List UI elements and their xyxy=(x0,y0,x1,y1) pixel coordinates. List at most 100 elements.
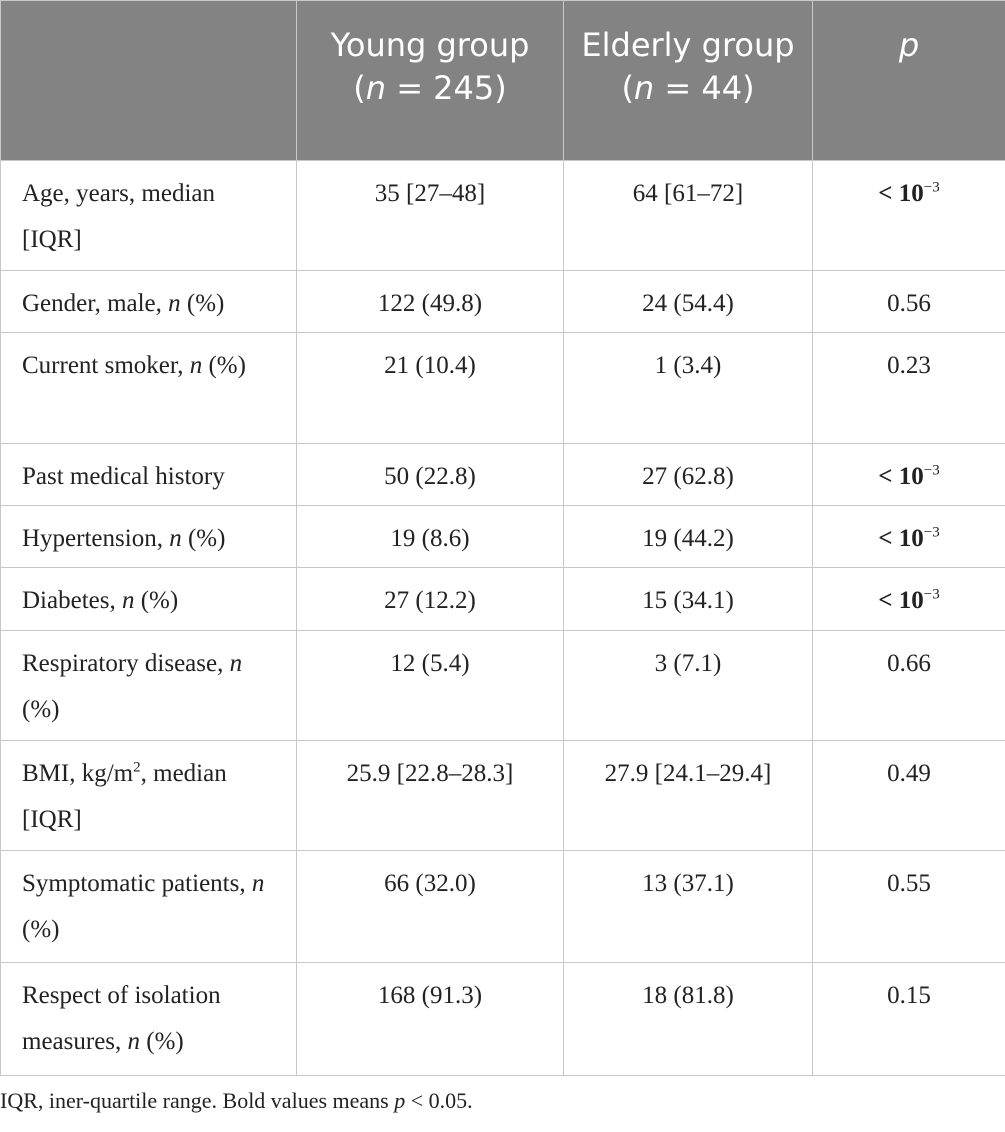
header-row: Young group (n = 245) Elderly group (n = … xyxy=(0,0,1005,161)
text-run: 2 xyxy=(133,759,141,776)
text-run: 0.23 xyxy=(887,352,931,379)
text-run: 19 (8.6) xyxy=(390,525,470,552)
text-run: < 10 xyxy=(878,463,924,490)
text-run: −3 xyxy=(923,586,940,603)
text-run: 27 (12.2) xyxy=(384,587,476,614)
cell: 0.23 xyxy=(812,332,1005,444)
cell: 13 (37.1) xyxy=(563,850,813,963)
table-row: BMI, kg/m2, median [IQR] 25.9 [22.8–28.3]… xyxy=(0,740,1005,851)
footnote: IQR, iner-quartile range. Bold values me… xyxy=(0,1088,473,1114)
text-run: 66 (32.0) xyxy=(384,870,476,897)
text-run: Past medical history xyxy=(22,463,225,490)
table-row: Respiratory disease, n (%) 12 (5.4) 3 (7.1… xyxy=(0,630,1005,741)
row-label: Symptomatic patients, n (%) xyxy=(0,850,297,963)
text-run: Current smoker, xyxy=(22,352,190,379)
text-run: = 245) xyxy=(386,69,507,107)
cell: 18 (81.8) xyxy=(563,962,813,1076)
header-cell: Young group (n = 245) xyxy=(296,0,564,161)
text-run: −3 xyxy=(923,524,940,541)
text-run: (%) xyxy=(22,916,60,943)
text-run: 12 (5.4) xyxy=(390,650,470,677)
text-run: 1 (3.4) xyxy=(654,352,722,379)
text-run: 25.9 [22.8–28.3] xyxy=(346,760,514,787)
table-row: Current smoker, n (%) 21 (10.4) 1 (3.4) 0.2… xyxy=(0,332,1005,444)
cell: 1 (3.4) xyxy=(563,332,813,444)
text-run: n xyxy=(168,290,181,317)
text-run: (%) xyxy=(181,525,226,552)
cell: 27 (62.8) xyxy=(563,443,813,506)
text-run: 27 (62.8) xyxy=(642,463,734,490)
cell: 0.66 xyxy=(812,630,1005,741)
header-cell: Elderly group (n = 44) xyxy=(563,0,813,161)
row-label: Diabetes, n (%) xyxy=(0,567,297,631)
table: Young group (n = 245) Elderly group (n = … xyxy=(0,0,1005,1076)
cell: 50 (22.8) xyxy=(296,443,564,506)
text-run: n xyxy=(121,587,135,614)
cell: 0.56 xyxy=(812,270,1005,333)
header-cell: p xyxy=(812,0,1005,161)
text-run: Elderly group ( xyxy=(581,26,795,107)
table-row: Respect of isolation measures, n (%) 168 … xyxy=(0,962,1005,1076)
text-run: 18 (81.8) xyxy=(642,982,734,1009)
text-run: (%) xyxy=(22,696,60,723)
text-run: n xyxy=(633,69,655,107)
row-label: Past medical history xyxy=(0,443,297,506)
text-run: 0.49 xyxy=(887,760,931,787)
cell: 27 (12.2) xyxy=(296,567,564,631)
text-run: 13 (37.1) xyxy=(642,870,734,897)
text-run: −3 xyxy=(923,462,940,479)
table-row: Symptomatic patients, n (%) 66 (32.0) 13 (… xyxy=(0,850,1005,963)
text-run: = 44) xyxy=(654,69,755,107)
text-run: 19 (44.2) xyxy=(642,525,734,552)
text-run: n xyxy=(127,1028,141,1055)
text-run: n xyxy=(189,352,203,379)
text-run: IQR, iner-quartile range. Bold values me… xyxy=(0,1088,395,1113)
text-run: p xyxy=(394,1088,406,1113)
text-run: 0.15 xyxy=(887,982,931,1009)
text-run: < 10 xyxy=(878,525,924,552)
text-run: 64 [61–72] xyxy=(632,180,744,207)
text-run: Diabetes, xyxy=(22,587,122,614)
cell: 19 (8.6) xyxy=(296,505,564,568)
text-run: 0.56 xyxy=(887,290,931,317)
text-run: p xyxy=(898,26,920,64)
cell: 25.9 [22.8–28.3] xyxy=(296,740,564,851)
table-row: Gender, male, n (%) 122 (49.8) 24 (54.4) 0.… xyxy=(0,270,1005,333)
text-run: Age, years, median [IQR] xyxy=(22,180,215,253)
text-run: (%) xyxy=(202,352,246,379)
cell: 168 (91.3) xyxy=(296,962,564,1076)
text-run: n xyxy=(251,870,265,897)
cell: 64 [61–72] xyxy=(563,160,813,271)
text-run: −3 xyxy=(923,179,940,196)
row-label: Current smoker, n (%) xyxy=(0,332,297,444)
cell: 15 (34.1) xyxy=(563,567,813,631)
text-run: 24 (54.4) xyxy=(642,290,734,317)
cell: 24 (54.4) xyxy=(563,270,813,333)
cell: 35 [27–48] xyxy=(296,160,564,271)
cell: 27.9 [24.1–29.4] xyxy=(563,740,813,851)
text-run: 21 (10.4) xyxy=(384,352,476,379)
cell: < 10−3 xyxy=(812,567,1005,631)
cell: 21 (10.4) xyxy=(296,332,564,444)
text-run: (%) xyxy=(180,290,225,317)
text-run: n xyxy=(169,525,182,552)
text-run: 0.55 xyxy=(887,870,931,897)
table-row: Diabetes, n (%) 27 (12.2) 15 (34.1) < 10−3 xyxy=(0,567,1005,631)
text-run: 15 (34.1) xyxy=(642,587,734,614)
cell: 19 (44.2) xyxy=(563,505,813,568)
cell: 122 (49.8) xyxy=(296,270,564,333)
text-run: 35 [27–48] xyxy=(374,180,486,207)
cell: 0.15 xyxy=(812,962,1005,1076)
cell: 12 (5.4) xyxy=(296,630,564,741)
text-run: 0.66 xyxy=(887,650,931,677)
cell: < 10−3 xyxy=(812,505,1005,568)
row-label: Hypertension, n (%) xyxy=(0,505,297,568)
text-run: , median [IQR] xyxy=(22,760,227,833)
text-run: Respiratory disease, xyxy=(22,650,230,677)
cell: 66 (32.0) xyxy=(296,850,564,963)
row-label: Respiratory disease, n (%) xyxy=(0,630,297,741)
text-run: n xyxy=(229,650,243,677)
table-row: Hypertension, n (%) 19 (8.6) 19 (44.2) < 10… xyxy=(0,505,1005,568)
text-run: < 0.05. xyxy=(405,1088,473,1113)
